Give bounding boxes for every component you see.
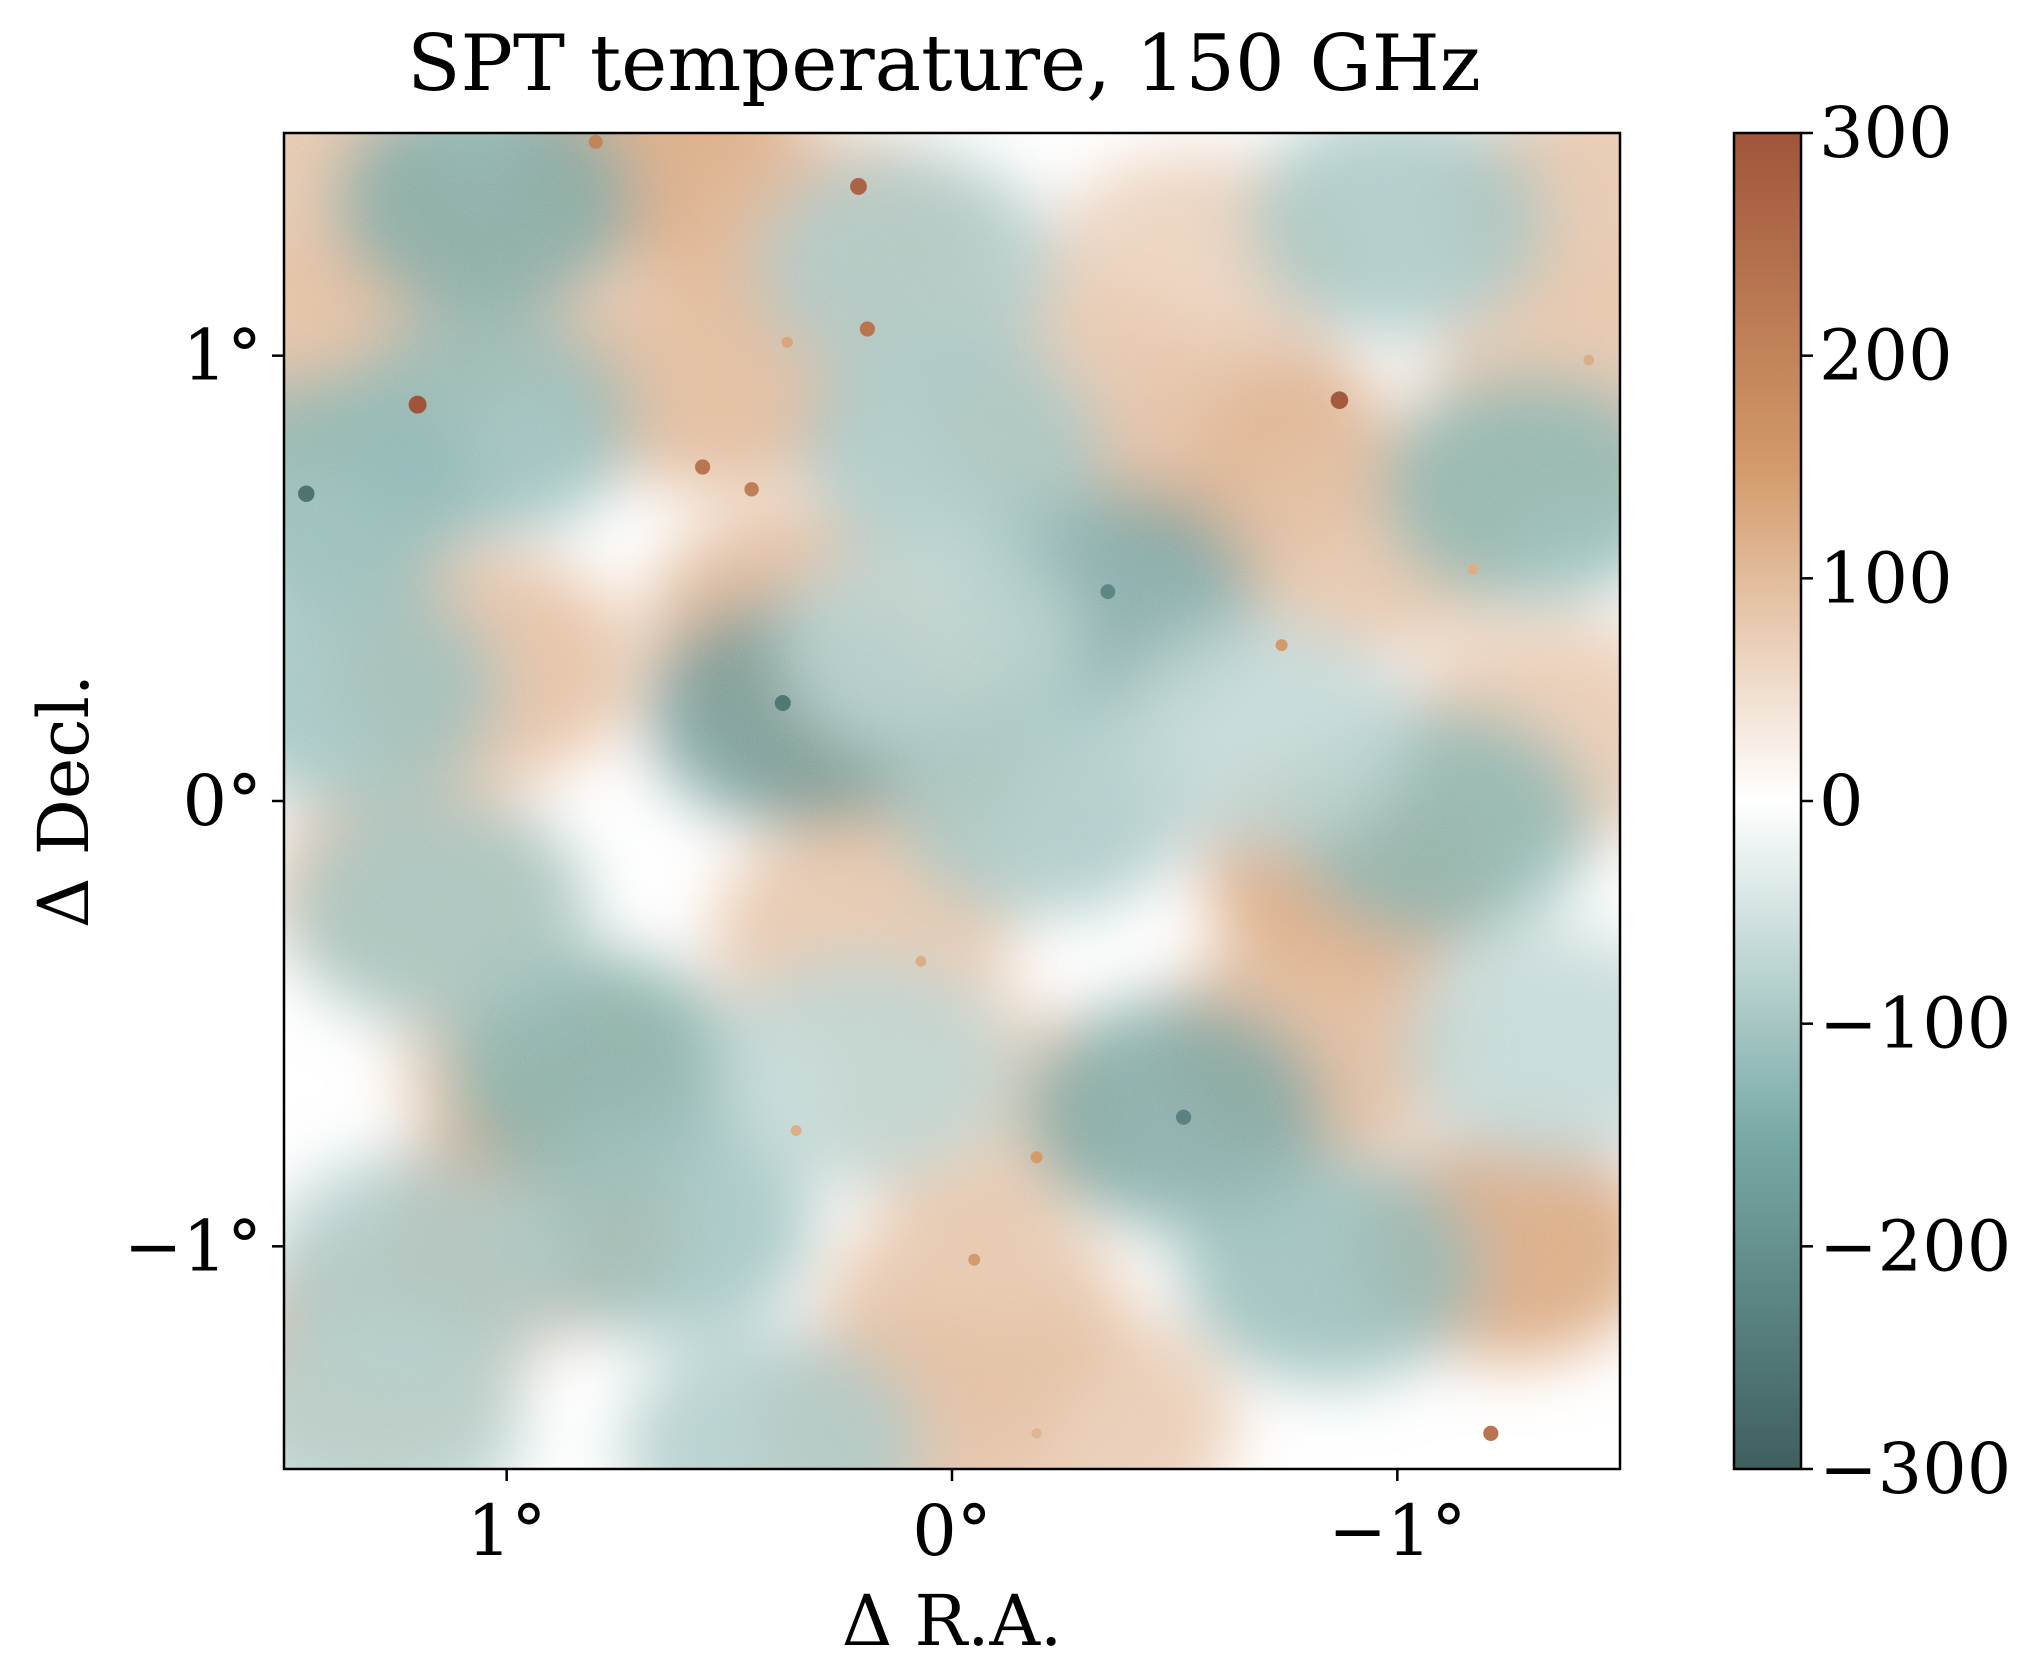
point-source <box>1467 564 1479 575</box>
colorbar-tick-label: 100 <box>1819 537 1953 619</box>
point-source <box>968 1253 981 1266</box>
colorbar: 300 200 100 0 −100 −200 −300 <box>1732 92 2011 1510</box>
x-tick-label: 0° <box>912 1490 992 1572</box>
colorbar-tick-label: 0 <box>1819 760 1864 842</box>
point-source <box>859 321 875 337</box>
x-tick-label: 1° <box>467 1490 547 1572</box>
colorbar-tick-label: −200 <box>1819 1205 2011 1287</box>
colorbar-gradient <box>1734 133 1801 1469</box>
plot-area: 1° 0° −1° 1° 0° −1° <box>124 131 1622 1572</box>
x-axis: 1° 0° −1° <box>467 1469 1466 1572</box>
point-source <box>695 459 711 475</box>
point-source <box>850 178 867 195</box>
point-source <box>774 695 791 712</box>
y-axis-label: Δ Decl. <box>23 674 105 928</box>
point-source <box>1583 354 1595 366</box>
colorbar-tick-label: 200 <box>1819 315 1953 397</box>
y-tick-label: 0° <box>182 760 262 842</box>
point-source <box>588 134 603 149</box>
point-source <box>1330 391 1349 410</box>
colorbar-tick-label: −300 <box>1819 1428 2011 1510</box>
point-source <box>1100 584 1116 600</box>
colorbar-tick-label: 300 <box>1819 92 1953 174</box>
colorbar-tick-label: −100 <box>1819 983 2011 1065</box>
point-sources <box>298 134 1595 1441</box>
point-source <box>298 485 315 502</box>
point-source <box>790 1125 802 1136</box>
point-source <box>1030 1151 1043 1164</box>
colorbar-ticks: 300 200 100 0 −100 −200 −300 <box>1801 92 2011 1510</box>
x-axis-label: Δ R.A. <box>842 1580 1063 1662</box>
point-source <box>1031 1428 1042 1439</box>
point-source <box>1275 639 1288 652</box>
point-source <box>744 482 759 497</box>
point-source <box>1175 1109 1192 1125</box>
chart-title: SPT temperature, 150 GHz <box>407 19 1481 109</box>
point-source <box>408 395 427 414</box>
x-tick-label: −1° <box>1328 1490 1466 1572</box>
y-tick-label: 1° <box>182 315 262 397</box>
point-source <box>1483 1425 1499 1441</box>
map-noise-texture <box>284 133 1620 1469</box>
point-source <box>915 955 927 967</box>
y-axis: 1° 0° −1° <box>124 315 284 1287</box>
point-source <box>781 336 793 348</box>
y-tick-label: −1° <box>124 1205 262 1287</box>
